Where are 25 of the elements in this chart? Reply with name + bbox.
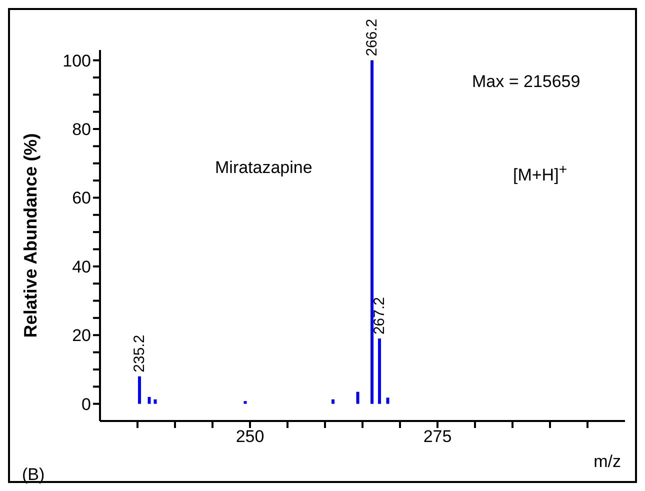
x-axis-title: m/z [594,452,621,471]
x-tick-label: 250 [236,427,264,446]
bar [154,399,157,404]
annotation: Max = 215659 [472,72,580,92]
bar [356,392,360,404]
annotation: [M+H]$^{+}$ [513,162,568,186]
bar [370,60,374,404]
y-tick-label: 40 [72,257,91,276]
annotation: 235.2 [131,334,148,372]
bar [332,399,334,404]
y-tick-label: 80 [72,120,91,140]
y-tick-label: 20 [72,326,91,346]
bar [138,376,141,404]
annotation: 267.2 [371,297,388,335]
bar [378,338,381,404]
annotation: 266.2 [364,18,380,56]
bar [386,398,390,404]
bar [148,396,151,404]
y-tick-label: 0 [82,394,91,414]
y-axis-title: Relative Abundance (%) [20,133,40,338]
bar [244,401,247,404]
y-tick-label: 100 [62,51,91,70]
x-tick-label: 275 [423,427,452,446]
annotation: Miratazapine [215,158,312,178]
y-tick-label: 60 [72,188,91,208]
